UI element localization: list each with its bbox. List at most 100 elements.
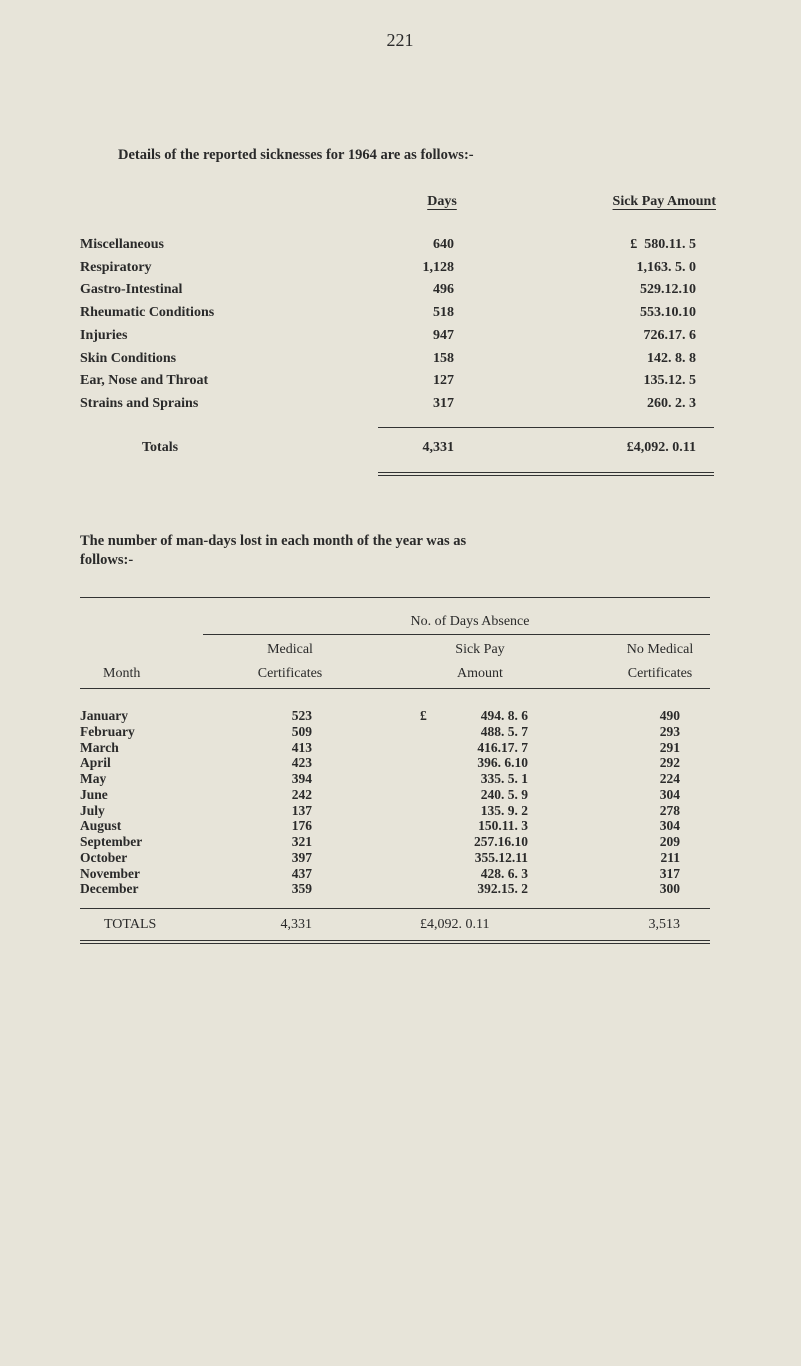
row-amount: 135.12. 5 [643, 373, 697, 389]
totals-double-rule-2 [80, 940, 710, 944]
totals-no-medical: 3,513 [648, 917, 681, 932]
page-number: 221 [386, 30, 414, 50]
row-month: November [80, 865, 140, 881]
row-label: Skin Conditions [80, 350, 177, 366]
amount-header-1: Sick Pay [455, 642, 505, 657]
row-no-medical: 300 [659, 881, 680, 897]
row-month: June [80, 786, 108, 802]
row-medical: 137 [291, 802, 312, 818]
row-medical: 397 [291, 849, 312, 865]
row-amount: £ 580.11. 5 [630, 237, 696, 252]
totals-rule [80, 908, 710, 909]
row-medical: 437 [291, 865, 312, 881]
row-amount: 240. 5. 9 [480, 786, 528, 802]
group-header: No. of Days Absence [410, 614, 530, 629]
row-amount: 726.17. 6 [643, 327, 697, 343]
row-no-medical: 292 [659, 755, 680, 771]
row-amount: 416.17. 7 [477, 739, 528, 755]
row-medical: 423 [291, 755, 312, 771]
medical-header-2: Certificates [257, 666, 323, 681]
row-amount: 142. 8. 8 [647, 350, 696, 366]
row-month: January [80, 708, 129, 723]
totals-amount-2: £4,092. 0.11 [420, 917, 490, 932]
row-medical: 394 [291, 771, 312, 786]
group-rule [203, 634, 710, 635]
row-label: Injuries [80, 327, 128, 343]
row-medical: 321 [291, 834, 312, 849]
row-days: 158 [433, 350, 454, 366]
totals-label-2: TOTALS [104, 917, 157, 932]
row-no-medical: 293 [659, 723, 680, 739]
row-days: 518 [433, 305, 454, 321]
row-no-medical: 304 [659, 818, 680, 834]
row-days: 640 [433, 237, 454, 252]
row-amount: 488. 5. 7 [480, 723, 528, 739]
row-amount: 355.12.11 [474, 849, 528, 865]
month-header: Month [103, 666, 141, 681]
intro-text: Details of the reported sicknesses for 1… [118, 147, 474, 163]
row-label: Gastro-Intestinal [80, 282, 183, 298]
row-medical: 242 [291, 786, 312, 802]
row-month: February [80, 723, 135, 739]
row-month: October [80, 849, 128, 865]
subtotal-rule [378, 427, 714, 428]
row-month: August [80, 818, 122, 834]
row-amount: 1,163. 5. 0 [636, 259, 697, 275]
row-month: July [80, 802, 105, 818]
row-medical: 176 [291, 818, 312, 834]
row-no-medical: 278 [659, 802, 680, 818]
paragraph-line-1: The number of man-days lost in each mont… [80, 533, 467, 549]
row-label: Respiratory [80, 259, 152, 275]
row-month: April [80, 755, 111, 771]
row-no-medical: 317 [659, 865, 680, 881]
medical-header-1: Medical [267, 642, 313, 657]
row-no-medical: 211 [660, 849, 680, 865]
row-amount: 553.10.10 [640, 305, 696, 321]
days-header: Days [427, 194, 457, 209]
totals-medical: 4,331 [280, 917, 313, 932]
no-medical-header-1: No Medical [626, 642, 694, 657]
row-days: 127 [433, 373, 454, 389]
row-label: Strains and Sprains [80, 395, 199, 411]
row-month: May [80, 771, 107, 786]
row-label: Ear, Nose and Throat [80, 373, 209, 389]
paragraph-line-2: follows:- [80, 552, 134, 568]
amount-header-2: Amount [457, 666, 503, 681]
totals-label: Totals [142, 440, 179, 455]
table-top-rule [80, 597, 710, 598]
row-medical: 413 [291, 739, 312, 755]
row-amount: 260. 2. 3 [647, 395, 696, 411]
totals-double-rule [378, 472, 714, 476]
row-month: September [80, 834, 143, 849]
row-days: 317 [433, 395, 454, 411]
no-medical-header-2: Certificates [627, 666, 693, 681]
row-month: December [80, 881, 139, 897]
row-amount: 335. 5. 1 [480, 771, 528, 786]
row-amount: 392.15. 2 [477, 881, 528, 897]
totals-amount: £4,092. 0.11 [626, 440, 696, 455]
row-label: Miscellaneous [80, 237, 164, 252]
row-amount: 494. 8. 6 [480, 708, 528, 723]
row-medical: 523 [291, 708, 312, 723]
row-currency: £ [420, 708, 427, 723]
row-no-medical: 224 [659, 771, 680, 786]
row-days: 496 [433, 282, 454, 298]
header-rule [80, 688, 710, 689]
totals-days: 4,331 [422, 440, 455, 455]
row-medical: 359 [291, 881, 312, 897]
row-amount: 135. 9. 2 [480, 802, 528, 818]
row-no-medical: 490 [659, 708, 680, 723]
row-medical: 509 [291, 723, 312, 739]
row-no-medical: 209 [659, 834, 680, 849]
row-amount: 428. 6. 3 [480, 865, 528, 881]
row-label: Rheumatic Conditions [80, 305, 215, 321]
row-no-medical: 304 [659, 786, 680, 802]
row-amount: 529.12.10 [640, 282, 696, 298]
row-amount: 150.11. 3 [478, 818, 528, 834]
row-days: 947 [433, 327, 454, 343]
row-no-medical: 291 [659, 739, 680, 755]
row-days: 1,128 [422, 259, 455, 275]
row-amount: 257.16.10 [474, 834, 528, 849]
row-month: March [80, 739, 119, 755]
row-amount: 396. 6.10 [477, 755, 528, 771]
